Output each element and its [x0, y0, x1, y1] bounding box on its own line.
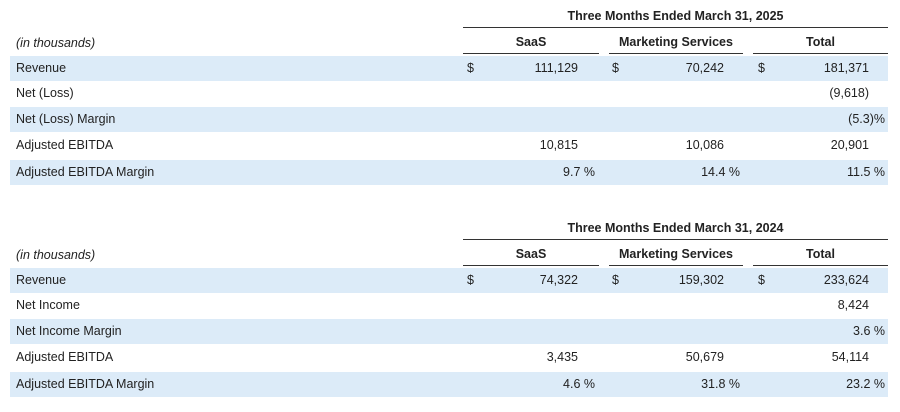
total-value: 23.2 % [846, 377, 885, 391]
currency-symbol: $ [467, 61, 474, 75]
total-value: (5.3)% [848, 112, 885, 126]
marketing-value: 31.8 % [701, 377, 740, 391]
table-row-net-margin: Net Income Margin 3.6 % [10, 319, 888, 344]
table-row-adjusted-ebitda: Adjusted EBITDA 10,815 10,086 20,901 [10, 133, 888, 158]
total-value: 11.5 % [847, 165, 885, 179]
row-label: Revenue [16, 61, 67, 75]
currency-symbol: $ [612, 61, 619, 75]
currency-symbol: $ [758, 61, 765, 75]
saas-value: 10,815 [539, 138, 578, 152]
column-header-total: Total [753, 34, 888, 54]
table-row-net: Net (Loss) (9,618) [10, 81, 888, 106]
column-header-marketing-services: Marketing Services [609, 34, 743, 54]
marketing-value: 14.4 % [701, 165, 740, 179]
saas-value: 3,435 [546, 350, 578, 364]
total-value: 8,424 [837, 298, 869, 312]
total-value: 233,624 [823, 273, 869, 287]
column-header-row: (in thousands) SaaS Marketing Services T… [10, 246, 888, 270]
marketing-value: 159,302 [678, 273, 724, 287]
units-label: (in thousands) [16, 248, 96, 262]
row-label: Adjusted EBITDA Margin [16, 165, 155, 179]
row-label: Net (Loss) [16, 86, 74, 100]
total-value: 181,371 [823, 61, 869, 75]
row-label: Adjusted EBITDA [16, 350, 114, 364]
row-label: Revenue [16, 273, 67, 287]
column-header-row: (in thousands) SaaS Marketing Services T… [10, 34, 888, 58]
units-label: (in thousands) [16, 36, 96, 50]
currency-symbol: $ [467, 273, 474, 287]
period-header: Three Months Ended March 31, 2024 [463, 218, 888, 240]
saas-value: 4.6 % [563, 377, 595, 391]
row-label: Net Income Margin [16, 324, 122, 338]
table-row-net-margin: Net (Loss) Margin (5.3)% [10, 107, 888, 132]
total-value: 20,901 [830, 138, 869, 152]
column-header-total: Total [753, 246, 888, 266]
table-row-adjusted-ebitda-margin: Adjusted EBITDA Margin 4.6 % 31.8 % 23.2… [10, 372, 888, 397]
saas-value: 74,322 [539, 273, 578, 287]
column-header-saas: SaaS [463, 246, 599, 266]
table-row-adjusted-ebitda-margin: Adjusted EBITDA Margin 9.7 % 14.4 % 11.5… [10, 160, 888, 185]
column-header-saas: SaaS [463, 34, 599, 54]
period-header: Three Months Ended March 31, 2025 [463, 6, 888, 28]
row-label: Adjusted EBITDA [16, 138, 114, 152]
column-header-marketing-services: Marketing Services [609, 246, 743, 266]
table-row-adjusted-ebitda: Adjusted EBITDA 3,435 50,679 54,114 [10, 345, 888, 370]
table-row-net: Net Income 8,424 [10, 293, 888, 318]
saas-value: 111,129 [534, 61, 578, 75]
table-row-revenue: Revenue $ 74,322 $ 159,302 $ 233,624 [10, 268, 888, 293]
marketing-value: 10,086 [685, 138, 724, 152]
table-row-revenue: Revenue $ 111,129 $ 70,242 $ 181,371 [10, 56, 888, 81]
row-label: Net (Loss) Margin [16, 112, 116, 126]
row-label: Net Income [16, 298, 80, 312]
saas-value: 9.7 % [563, 165, 595, 179]
total-value: (9,618) [829, 86, 869, 100]
total-value: 3.6 % [853, 324, 885, 338]
total-value: 54,114 [831, 350, 869, 364]
currency-symbol: $ [758, 273, 765, 287]
currency-symbol: $ [612, 273, 619, 287]
marketing-value: 70,242 [685, 61, 724, 75]
row-label: Adjusted EBITDA Margin [16, 377, 155, 391]
marketing-value: 50,679 [685, 350, 724, 364]
